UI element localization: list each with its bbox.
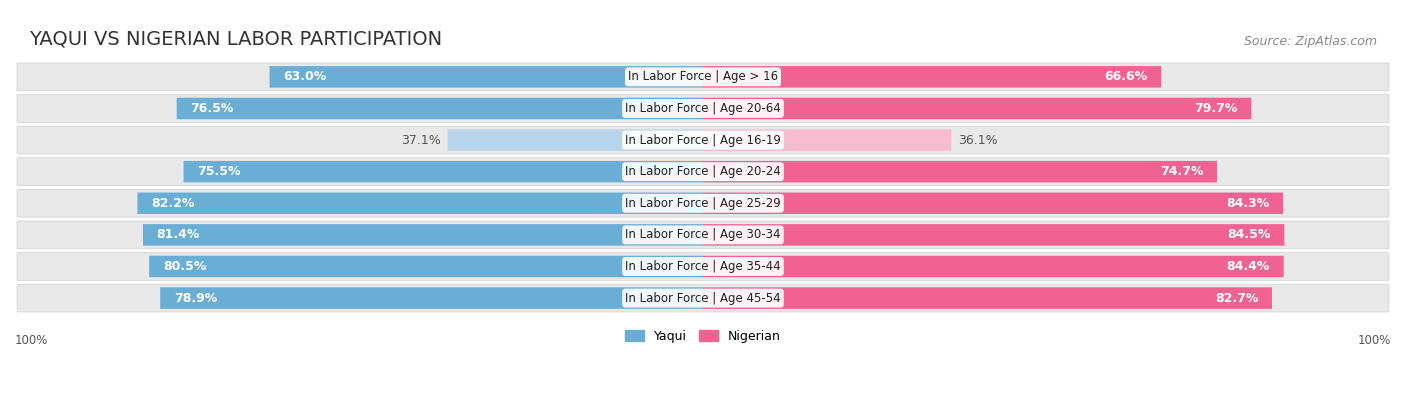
Text: In Labor Force | Age 45-54: In Labor Force | Age 45-54	[626, 292, 780, 305]
FancyBboxPatch shape	[17, 158, 1389, 186]
FancyBboxPatch shape	[703, 161, 1218, 182]
Text: In Labor Force | Age 20-64: In Labor Force | Age 20-64	[626, 102, 780, 115]
FancyBboxPatch shape	[160, 287, 703, 309]
Text: Source: ZipAtlas.com: Source: ZipAtlas.com	[1244, 36, 1378, 49]
Text: In Labor Force | Age 30-34: In Labor Force | Age 30-34	[626, 228, 780, 241]
FancyBboxPatch shape	[703, 98, 1251, 119]
Text: In Labor Force | Age 20-24: In Labor Force | Age 20-24	[626, 165, 780, 178]
Text: 78.9%: 78.9%	[174, 292, 217, 305]
FancyBboxPatch shape	[17, 189, 1389, 217]
Text: YAQUI VS NIGERIAN LABOR PARTICIPATION: YAQUI VS NIGERIAN LABOR PARTICIPATION	[28, 29, 441, 49]
FancyBboxPatch shape	[17, 94, 1389, 122]
Text: 76.5%: 76.5%	[190, 102, 233, 115]
Text: 79.7%: 79.7%	[1194, 102, 1237, 115]
FancyBboxPatch shape	[17, 126, 1389, 154]
FancyBboxPatch shape	[17, 221, 1389, 249]
FancyBboxPatch shape	[703, 224, 1284, 246]
FancyBboxPatch shape	[138, 192, 703, 214]
FancyBboxPatch shape	[143, 224, 703, 246]
FancyBboxPatch shape	[703, 192, 1284, 214]
Text: 37.1%: 37.1%	[401, 134, 441, 147]
Text: 84.4%: 84.4%	[1226, 260, 1270, 273]
Text: 66.6%: 66.6%	[1104, 70, 1147, 83]
Text: 82.2%: 82.2%	[152, 197, 194, 210]
FancyBboxPatch shape	[703, 256, 1284, 277]
Text: In Labor Force | Age > 16: In Labor Force | Age > 16	[628, 70, 778, 83]
Text: 100%: 100%	[1358, 334, 1391, 347]
Text: In Labor Force | Age 35-44: In Labor Force | Age 35-44	[626, 260, 780, 273]
FancyBboxPatch shape	[17, 252, 1389, 280]
Text: 100%: 100%	[15, 334, 48, 347]
Text: 63.0%: 63.0%	[284, 70, 326, 83]
Text: 75.5%: 75.5%	[197, 165, 240, 178]
FancyBboxPatch shape	[17, 63, 1389, 91]
Text: 81.4%: 81.4%	[156, 228, 200, 241]
FancyBboxPatch shape	[177, 98, 703, 119]
Text: In Labor Force | Age 25-29: In Labor Force | Age 25-29	[626, 197, 780, 210]
Text: 82.7%: 82.7%	[1215, 292, 1258, 305]
Text: 80.5%: 80.5%	[163, 260, 207, 273]
FancyBboxPatch shape	[703, 129, 952, 151]
FancyBboxPatch shape	[703, 287, 1272, 309]
FancyBboxPatch shape	[447, 129, 703, 151]
FancyBboxPatch shape	[270, 66, 703, 88]
Text: In Labor Force | Age 16-19: In Labor Force | Age 16-19	[626, 134, 780, 147]
FancyBboxPatch shape	[703, 66, 1161, 88]
FancyBboxPatch shape	[149, 256, 703, 277]
Text: 84.3%: 84.3%	[1226, 197, 1270, 210]
Text: 84.5%: 84.5%	[1227, 228, 1271, 241]
Text: 36.1%: 36.1%	[959, 134, 998, 147]
Text: 74.7%: 74.7%	[1160, 165, 1204, 178]
Legend: Yaqui, Nigerian: Yaqui, Nigerian	[620, 325, 786, 348]
FancyBboxPatch shape	[17, 284, 1389, 312]
FancyBboxPatch shape	[184, 161, 703, 182]
